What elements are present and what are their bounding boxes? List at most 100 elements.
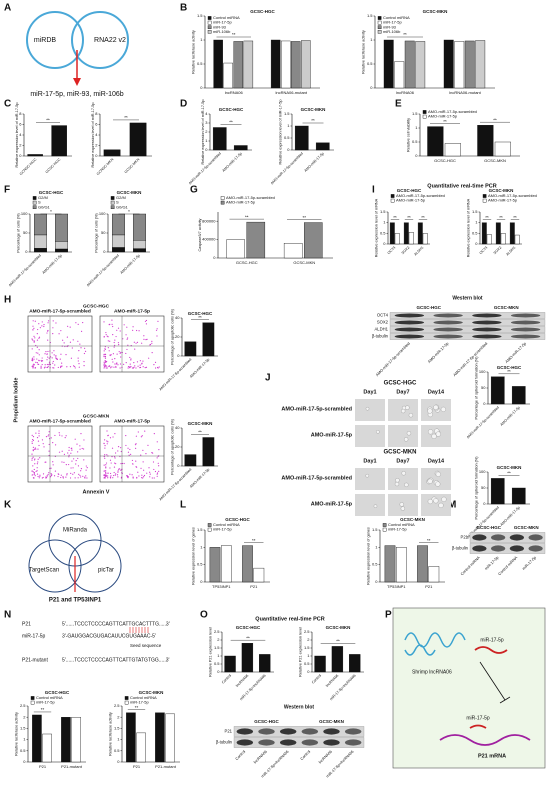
legend-swatch [377, 20, 382, 25]
flow-dot [104, 445, 106, 447]
flow-dot [33, 473, 36, 475]
flow-dot [48, 443, 50, 446]
flow-dot [103, 455, 105, 458]
bar [422, 233, 428, 245]
flow-dot [79, 448, 81, 450]
flow-dot [36, 467, 38, 469]
bar [509, 222, 515, 245]
flow-dot [111, 366, 113, 368]
flow-dot [73, 472, 75, 474]
y-tick-label: 1.5 [472, 209, 478, 214]
flow-dot [84, 350, 87, 352]
y-tick-label: 0 [213, 255, 216, 260]
flow-dot [62, 476, 64, 478]
flow-dot [107, 340, 109, 342]
flow-dot [32, 474, 34, 476]
flow-dot [126, 475, 128, 477]
band [510, 334, 541, 339]
band [394, 313, 425, 318]
flow-dot [59, 434, 61, 436]
x-tick-label: TP53INP1 [212, 584, 231, 589]
sphere [427, 429, 434, 435]
sphere [365, 406, 370, 411]
flow-dot [148, 467, 150, 469]
x-tick-label: lncRNA06-mutant [275, 90, 307, 95]
x-tick-label: AMO-miR-17-5p [189, 358, 210, 379]
blot-title: Western blot [284, 704, 315, 710]
flow-dot [47, 473, 49, 476]
bar [394, 61, 405, 89]
flow-dot [31, 453, 33, 455]
y-tick-label: 800000 [202, 218, 216, 223]
x-tick-label: AMO-miR-17-5p-scrambled [8, 254, 42, 288]
cell-line: GCSC-MKN [384, 450, 417, 456]
bar [490, 376, 505, 405]
y-tick-label: 1 [415, 125, 418, 130]
flow-dot [145, 338, 147, 341]
y-tick-label: 1 [200, 544, 203, 549]
flow-dot [137, 471, 139, 473]
sphere [365, 473, 370, 478]
x-tick-label: Control [221, 673, 232, 684]
bar [55, 248, 69, 253]
flow-dot [131, 367, 134, 369]
flow-dot [112, 361, 114, 363]
panel-letter: A [4, 3, 11, 14]
band [344, 739, 362, 746]
flow-dot [113, 456, 116, 458]
bar [428, 566, 440, 583]
x-tick-label: P21 [133, 764, 141, 769]
flow-dot [110, 367, 112, 369]
flow-dot [63, 461, 65, 463]
flow-dot [66, 473, 68, 475]
flow-dot [136, 361, 139, 363]
flow-dot [49, 476, 52, 478]
x-tick-label: GCSC-HGC [236, 260, 258, 265]
flow-dot [104, 353, 106, 356]
y-tick-label: 0 [205, 147, 208, 152]
flow-dot [69, 366, 72, 368]
venn-circle [71, 11, 129, 69]
chart-title: GCSC-MKN [489, 188, 514, 193]
lane-label: AMO-miR-17-5p [505, 342, 527, 364]
bar [294, 125, 309, 151]
flow-dot [80, 470, 82, 472]
sequence: 5'......TCCCTCCCCAGTTCATTGTATGTGG.....3' [62, 657, 170, 663]
significance: ** [46, 118, 50, 123]
band [472, 534, 487, 541]
y-tick-label: 0.5 [197, 61, 203, 66]
flow-dot [36, 463, 38, 465]
y-tick-label: 0.5 [114, 748, 120, 753]
band [510, 320, 541, 325]
flow-dot [122, 338, 124, 340]
bar [27, 154, 43, 157]
panel-letter: B [180, 3, 187, 14]
inhibit [479, 661, 506, 701]
flow-dot [127, 451, 130, 453]
row-label: β-tubulin [452, 546, 469, 551]
mirna [469, 724, 487, 729]
flow-dot [103, 474, 105, 476]
flow-dot [62, 477, 64, 479]
flow-dot [32, 329, 34, 331]
x-tick-label: lncRNA06 [225, 90, 244, 95]
flow-dot [153, 364, 155, 366]
legend-swatch [422, 114, 427, 119]
flow-dot [103, 464, 105, 466]
legend-label: AMO-miR-17-5p-scrambled [428, 109, 477, 114]
lane-label: Control [300, 749, 312, 761]
row-label: P21 [225, 729, 233, 734]
legend-swatch [390, 198, 395, 203]
y-tick-label: 2.5 [304, 629, 310, 634]
y-tick-label: 100 [21, 211, 28, 216]
flow-dot [50, 437, 52, 439]
flow-dot [32, 438, 34, 441]
flow-dot [35, 344, 37, 347]
blot-strip [233, 726, 365, 737]
venn-circle [28, 539, 82, 593]
flow-dot [117, 471, 119, 473]
x-tick-label: AMO-miR-17-5p [304, 152, 325, 173]
legend-label: S [116, 200, 119, 205]
bar [349, 654, 361, 673]
flow-dot [132, 476, 134, 478]
